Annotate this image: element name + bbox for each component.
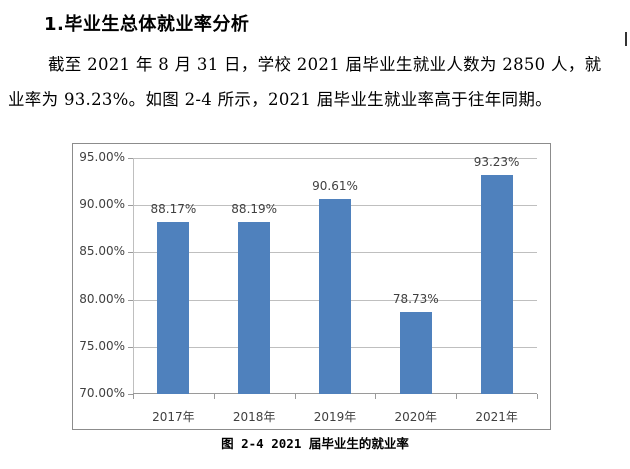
x-tick-label: 2019年 bbox=[313, 410, 357, 424]
y-tick-mark bbox=[128, 252, 133, 254]
data-label: 90.61% bbox=[312, 179, 358, 194]
y-tick-label: 80.00% bbox=[79, 291, 125, 306]
section-heading: 1.毕业生总体就业率分析 bbox=[44, 14, 250, 35]
x-tick-mark bbox=[537, 394, 538, 399]
y-tick-label: 70.00% bbox=[79, 386, 125, 400]
y-tick-label: 75.00% bbox=[79, 338, 125, 353]
employment-rate-chart: 70.00% 75.00% 80.00% 85.00% 90.00% 95.00% 88.1… bbox=[72, 143, 551, 430]
y-tick-mark bbox=[128, 346, 133, 348]
y-tick-mark bbox=[128, 394, 133, 395]
section-paragraph: 截至 2021 年 8 月 31 日，学校 2021 届毕业生就业人数为 285… bbox=[8, 55, 602, 109]
x-tick-mark bbox=[375, 394, 377, 399]
data-label: 93.23% bbox=[473, 154, 520, 169]
x-tick-label: 2020年 bbox=[394, 410, 438, 424]
bar-2020年 bbox=[399, 311, 432, 394]
page-edge-mark bbox=[625, 32, 627, 46]
y-tick-mark bbox=[128, 205, 133, 207]
y-tick-label: 85.00% bbox=[79, 244, 125, 259]
y-axis bbox=[133, 158, 134, 394]
x-tick-label: 2021年 bbox=[475, 410, 518, 424]
bar-2017年 bbox=[157, 222, 190, 394]
x-tick-label: 2018年 bbox=[232, 410, 276, 424]
bar-2018年 bbox=[238, 222, 271, 394]
x-tick-mark bbox=[456, 394, 458, 399]
x-tick-mark bbox=[213, 394, 215, 399]
data-label: 88.19% bbox=[231, 202, 278, 217]
x-tick-label: 2017年 bbox=[152, 410, 195, 424]
y-tick-mark bbox=[128, 299, 133, 301]
y-tick-mark bbox=[128, 158, 133, 159]
figure-caption: 图 2-4 2021 届毕业生的就业率 bbox=[221, 436, 409, 451]
gridline bbox=[133, 158, 537, 159]
x-tick-mark bbox=[133, 394, 134, 399]
bar-2019年 bbox=[319, 199, 351, 394]
plot-area: 70.00% 75.00% 80.00% 85.00% 90.00% 95.00% 88.1… bbox=[79, 150, 538, 424]
x-tick-mark bbox=[294, 394, 296, 399]
data-label: 88.17% bbox=[150, 202, 197, 217]
data-label: 78.73% bbox=[392, 291, 439, 306]
y-tick-label: 90.00% bbox=[79, 197, 125, 212]
y-tick-label: 95.00% bbox=[79, 150, 125, 164]
bar-2021年 bbox=[480, 174, 513, 394]
